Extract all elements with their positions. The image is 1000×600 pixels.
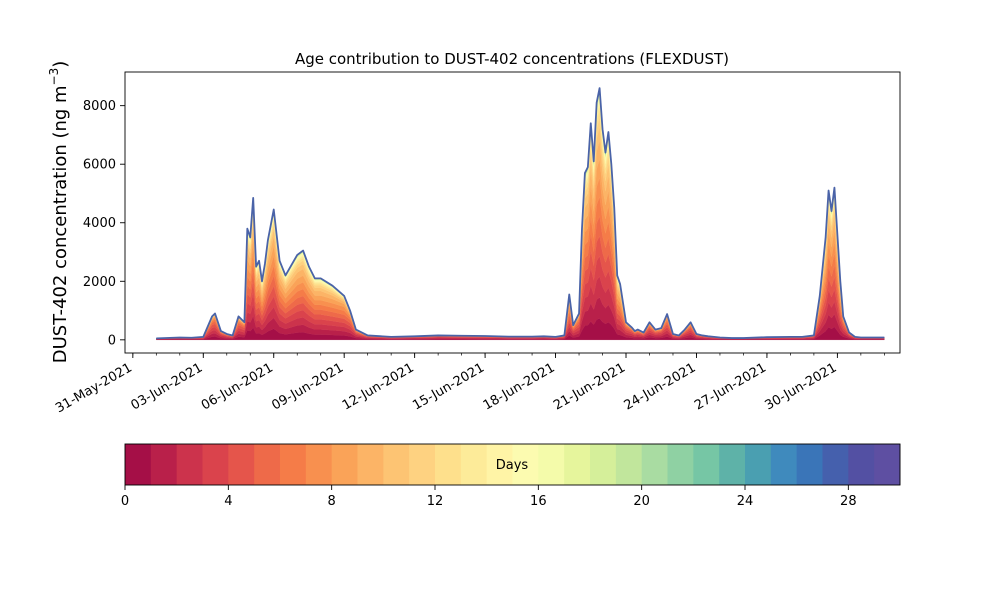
colorbar-tick-label: 24 [737,494,754,509]
x-axis: 31-May-202103-Jun-202106-Jun-202109-Jun-… [53,353,885,416]
x-tick-label: 21-Jun-2021 [551,360,628,413]
colorbar-tick-label: 16 [530,494,547,509]
colorbar [125,444,901,485]
y-tick-label: 8000 [83,99,116,114]
y-axis: 0 2000 4000 6000 8000 [83,99,125,348]
y-axis-label-exponent: −3 [47,68,61,86]
colorbar-swatch [125,444,152,485]
colorbar-swatch [280,444,307,485]
colorbar-swatch [590,444,617,485]
colorbar-swatch [615,444,643,485]
colorbar-swatch [486,444,513,485]
y-tick-label: 2000 [83,275,116,290]
x-tick-label: 12-Jun-2021 [340,360,417,413]
colorbar-swatch [512,444,539,485]
colorbar-tick-label: 20 [633,494,650,509]
y-tick-label: 0 [108,333,116,348]
colorbar-swatch [331,444,358,485]
colorbar-swatch [254,444,281,485]
colorbar-swatch [667,444,694,485]
colorbar-swatch [719,444,746,485]
colorbar-swatch [409,444,436,485]
x-tick-label: 15-Jun-2021 [410,360,487,413]
colorbar-swatch [770,444,798,485]
x-tick-label: 06-Jun-2021 [199,360,276,413]
colorbar-swatch [693,444,720,485]
colorbar-tick-label: 12 [427,494,444,509]
colorbar-swatch [357,444,384,485]
colorbar-swatch [796,444,823,485]
colorbar-swatch [564,444,591,485]
colorbar-swatch [435,444,462,485]
colorbar-tick-label: 4 [224,494,232,509]
colorbar-tick-label: 8 [328,494,336,509]
colorbar-tick-label: 0 [121,494,129,509]
colorbar-swatch [848,444,875,485]
chart-title: Age contribution to DUST-402 concentrati… [295,50,729,68]
total-series-line [156,87,885,340]
colorbar-swatch [745,444,772,485]
colorbar-swatch [822,444,849,485]
x-tick-label: 30-Jun-2021 [763,360,840,413]
colorbar-swatch [641,444,668,485]
y-tick-label: 4000 [83,216,116,231]
colorbar-swatch [460,444,488,485]
x-tick-label: 09-Jun-2021 [269,360,346,413]
colorbar-ticks: 0 4 8 12 16 20 24 28 [121,485,857,509]
colorbar-swatch [383,444,410,485]
x-tick-label: 31-May-2021 [53,360,135,416]
plot-frame [124,71,901,354]
x-tick-label: 27-Jun-2021 [692,360,769,413]
colorbar-frame [124,443,901,486]
y-axis-label: DUST-402 concentration (ng m−3) [47,61,71,364]
y-tick-label: 6000 [83,158,116,173]
colorbar-swatch [228,444,255,485]
x-tick-label: 03-Jun-2021 [128,360,205,413]
stacked-area-layers [156,88,885,340]
colorbar-swatch [538,444,565,485]
x-tick-label: 18-Jun-2021 [481,360,558,413]
colorbar-swatch [202,444,229,485]
y-axis-label-main: DUST-402 concentration (ng m [50,85,71,363]
colorbar-tick-label: 28 [840,494,857,509]
colorbar-label: Days [496,458,529,473]
y-axis-label-close: ) [50,61,71,68]
x-tick-label: 24-Jun-2021 [622,360,699,413]
colorbar-swatch [874,444,901,485]
colorbar-swatch [305,444,333,485]
colorbar-swatch [176,444,203,485]
colorbar-swatch [150,444,178,485]
